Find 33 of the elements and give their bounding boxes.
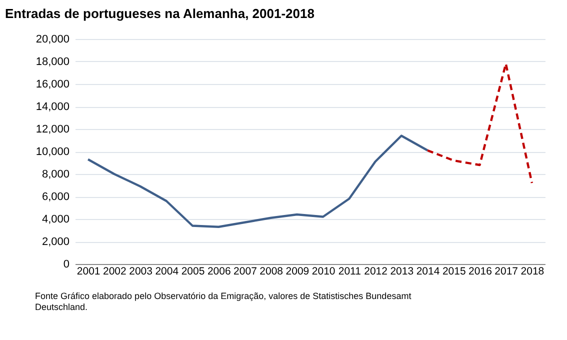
x-tick-label: 2017 [494, 266, 518, 278]
x-tick-label: 2003 [129, 266, 153, 278]
x-tick-label: 2001 [76, 266, 100, 278]
y-tick-label: 2,000 [42, 236, 70, 248]
x-tick-label: 2015 [442, 266, 466, 278]
x-tick-label: 2007 [234, 266, 258, 278]
y-tick-label: 14,000 [36, 101, 70, 113]
y-tick-label: 0 [63, 258, 70, 270]
line-series [86, 134, 429, 228]
x-tick-label: 2013 [390, 266, 414, 278]
line-series [426, 62, 534, 184]
y-tick-label: 20,000 [36, 34, 70, 46]
x-tick-label: 2014 [416, 266, 440, 278]
x-tick-label: 2010 [312, 266, 336, 278]
y-tick-label: 12,000 [36, 124, 70, 136]
y-tick-label: 8,000 [42, 168, 70, 180]
x-tick-label: 2012 [364, 266, 388, 278]
x-tick-label: 2009 [286, 266, 310, 278]
x-tick-label: 2006 [207, 266, 231, 278]
x-tick-label: 2011 [338, 266, 362, 278]
y-tick-label: 16,000 [36, 78, 70, 90]
x-tick-label: 2004 [155, 266, 179, 278]
x-tick-label: 2016 [468, 266, 492, 278]
y-tick-label: 6,000 [42, 191, 70, 203]
y-tick-label: 10,000 [36, 146, 70, 158]
x-tick-label: 2002 [102, 266, 127, 278]
y-tick-label: 4,000 [42, 214, 70, 226]
x-tick-label: 2008 [260, 266, 284, 278]
x-tick-label: 2018 [520, 266, 544, 278]
source-note: Fonte Gráfico elaborado pelo Observatório da Emigração, valores de Statistisches Bundesamt Deutschland. [35, 291, 412, 312]
x-tick-label: 2005 [181, 266, 205, 278]
chart-title: Entradas de portugueses na Alemanha, 2001-2018 [5, 6, 314, 21]
y-tick-label: 18,000 [36, 56, 70, 68]
